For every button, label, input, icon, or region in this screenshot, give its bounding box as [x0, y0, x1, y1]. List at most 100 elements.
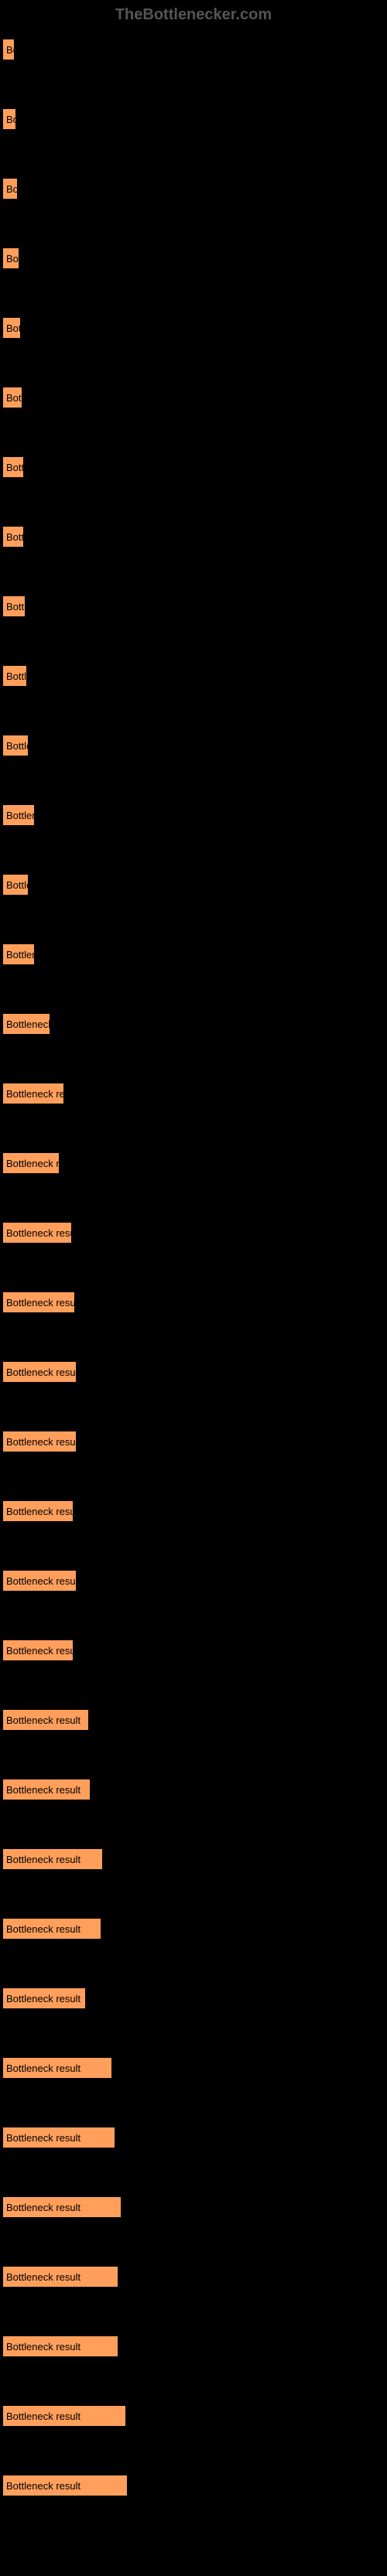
bar: Bottleneck result — [3, 109, 15, 129]
bar-label: Bottleneck result — [6, 1088, 63, 1100]
bar-row: Bottleneck result — [3, 248, 387, 268]
bar-label: Bottleneck result — [6, 1993, 80, 2005]
bar-label: Bottleneck result — [6, 1714, 80, 1726]
bottleneck-chart: Bottleneck result Bottleneck result Bottle… — [0, 39, 387, 2496]
bar: Bottleneck result — [3, 596, 25, 616]
bar: Bottleneck result — [3, 1779, 90, 1800]
bar-label: Bottleneck result — [6, 1436, 76, 1448]
bar-label: Bottleneck result — [6, 1923, 80, 1935]
bar-row: Bottleneck result — [3, 1362, 387, 1382]
bar: Bottleneck result — [3, 2406, 125, 2426]
bar-row: Bottleneck result — [3, 735, 387, 756]
bar-row: Bottleneck result — [3, 1292, 387, 1312]
bar: Bottleneck result — [3, 1223, 71, 1243]
bar-label: Bottleneck result — [6, 2341, 80, 2353]
bar-row: Bottleneck result — [3, 2475, 387, 2496]
bar-row: Bottleneck result — [3, 2058, 387, 2078]
bar-row: Bottleneck result — [3, 2406, 387, 2426]
bar-row: Bottleneck result — [3, 1431, 387, 1452]
bar-label: Bottleneck result — [6, 2063, 80, 2074]
bar-label: Bottleneck result — [6, 1366, 76, 1378]
bar: Bottleneck result — [3, 1014, 50, 1034]
bar-label: Bottleneck result — [6, 1854, 80, 1865]
bar-row: Bottleneck result — [3, 1849, 387, 1869]
bar-row: Bottleneck result — [3, 109, 387, 129]
bar: Bottleneck result — [3, 1919, 101, 1939]
bar-row: Bottleneck result — [3, 666, 387, 686]
bar: Bottleneck result — [3, 666, 26, 686]
bar-label: Bottleneck result — [6, 114, 15, 125]
bar-label: Bottleneck result — [6, 322, 20, 334]
bar-label: Bottleneck result — [6, 1297, 74, 1308]
bar: Bottleneck result — [3, 805, 34, 825]
bar-row: Bottleneck result — [3, 1223, 387, 1243]
bar-label: Bottleneck result — [6, 740, 28, 752]
bar-row: Bottleneck result — [3, 1988, 387, 2008]
bar: Bottleneck result — [3, 39, 14, 60]
bar: Bottleneck result — [3, 1431, 76, 1452]
bar-label: Bottleneck result — [6, 670, 26, 682]
bar-row: Bottleneck result — [3, 387, 387, 408]
bar: Bottleneck result — [3, 1362, 76, 1382]
bar: Bottleneck result — [3, 318, 20, 338]
bar-label: Bottleneck result — [6, 531, 23, 543]
bar-label: Bottleneck result — [6, 1784, 80, 1796]
bar-label: Bottleneck result — [6, 2480, 80, 2492]
bar: Bottleneck result — [3, 2267, 118, 2287]
bar: Bottleneck result — [3, 2475, 127, 2496]
bar-label: Bottleneck result — [6, 1645, 73, 1656]
bar-row: Bottleneck result — [3, 39, 387, 60]
bar-row: Bottleneck result — [3, 944, 387, 964]
bar-label: Bottleneck result — [6, 2132, 80, 2144]
bar-row: Bottleneck result — [3, 596, 387, 616]
bar-label: Bottleneck result — [6, 601, 25, 612]
bar: Bottleneck result — [3, 2197, 121, 2217]
bar-label: Bottleneck result — [6, 1575, 76, 1587]
bar: Bottleneck result — [3, 875, 28, 895]
bar-row: Bottleneck result — [3, 1640, 387, 1660]
bar-row: Bottleneck result — [3, 1014, 387, 1034]
site-title: TheBottlenecker.com — [115, 6, 272, 23]
bar-row: Bottleneck result — [3, 2127, 387, 2148]
bar: Bottleneck result — [3, 527, 23, 547]
bar: Bottleneck result — [3, 1640, 73, 1660]
bar-label: Bottleneck result — [6, 1018, 50, 1030]
bar-label: Bottleneck result — [6, 1506, 73, 1517]
bar: Bottleneck result — [3, 2127, 115, 2148]
bar-label: Bottleneck result — [6, 392, 22, 404]
bar: Bottleneck result — [3, 1571, 76, 1591]
bar: Bottleneck result — [3, 248, 19, 268]
bar-row: Bottleneck result — [3, 2267, 387, 2287]
bar-row: Bottleneck result — [3, 318, 387, 338]
bar-label: Bottleneck result — [6, 462, 23, 473]
bar-row: Bottleneck result — [3, 2197, 387, 2217]
bar-label: Bottleneck result — [6, 2202, 80, 2213]
bar-row: Bottleneck result — [3, 1501, 387, 1521]
bar: Bottleneck result — [3, 2336, 118, 2356]
bar-row: Bottleneck result — [3, 1710, 387, 1730]
bar: Bottleneck result — [3, 944, 34, 964]
bar: Bottleneck result — [3, 1292, 74, 1312]
bar-label: Bottleneck result — [6, 183, 17, 195]
bar-row: Bottleneck result — [3, 1919, 387, 1939]
bar-label: Bottleneck result — [6, 253, 19, 264]
bar-label: Bottleneck result — [6, 810, 34, 821]
bar: Bottleneck result — [3, 387, 22, 408]
bar: Bottleneck result — [3, 1988, 85, 2008]
bar: Bottleneck result — [3, 1083, 63, 1104]
bar-row: Bottleneck result — [3, 1571, 387, 1591]
header: TheBottlenecker.com — [0, 0, 387, 39]
bar: Bottleneck result — [3, 1153, 59, 1173]
bar-row: Bottleneck result — [3, 179, 387, 199]
bar: Bottleneck result — [3, 1849, 102, 1869]
bar: Bottleneck result — [3, 1501, 73, 1521]
bar: Bottleneck result — [3, 2058, 111, 2078]
bar: Bottleneck result — [3, 735, 28, 756]
bar-row: Bottleneck result — [3, 527, 387, 547]
bar-label: Bottleneck result — [6, 1227, 71, 1239]
bar-row: Bottleneck result — [3, 875, 387, 895]
bar: Bottleneck result — [3, 1710, 88, 1730]
bar-label: Bottleneck result — [6, 949, 34, 960]
bar-row: Bottleneck result — [3, 2336, 387, 2356]
bar-row: Bottleneck result — [3, 1153, 387, 1173]
